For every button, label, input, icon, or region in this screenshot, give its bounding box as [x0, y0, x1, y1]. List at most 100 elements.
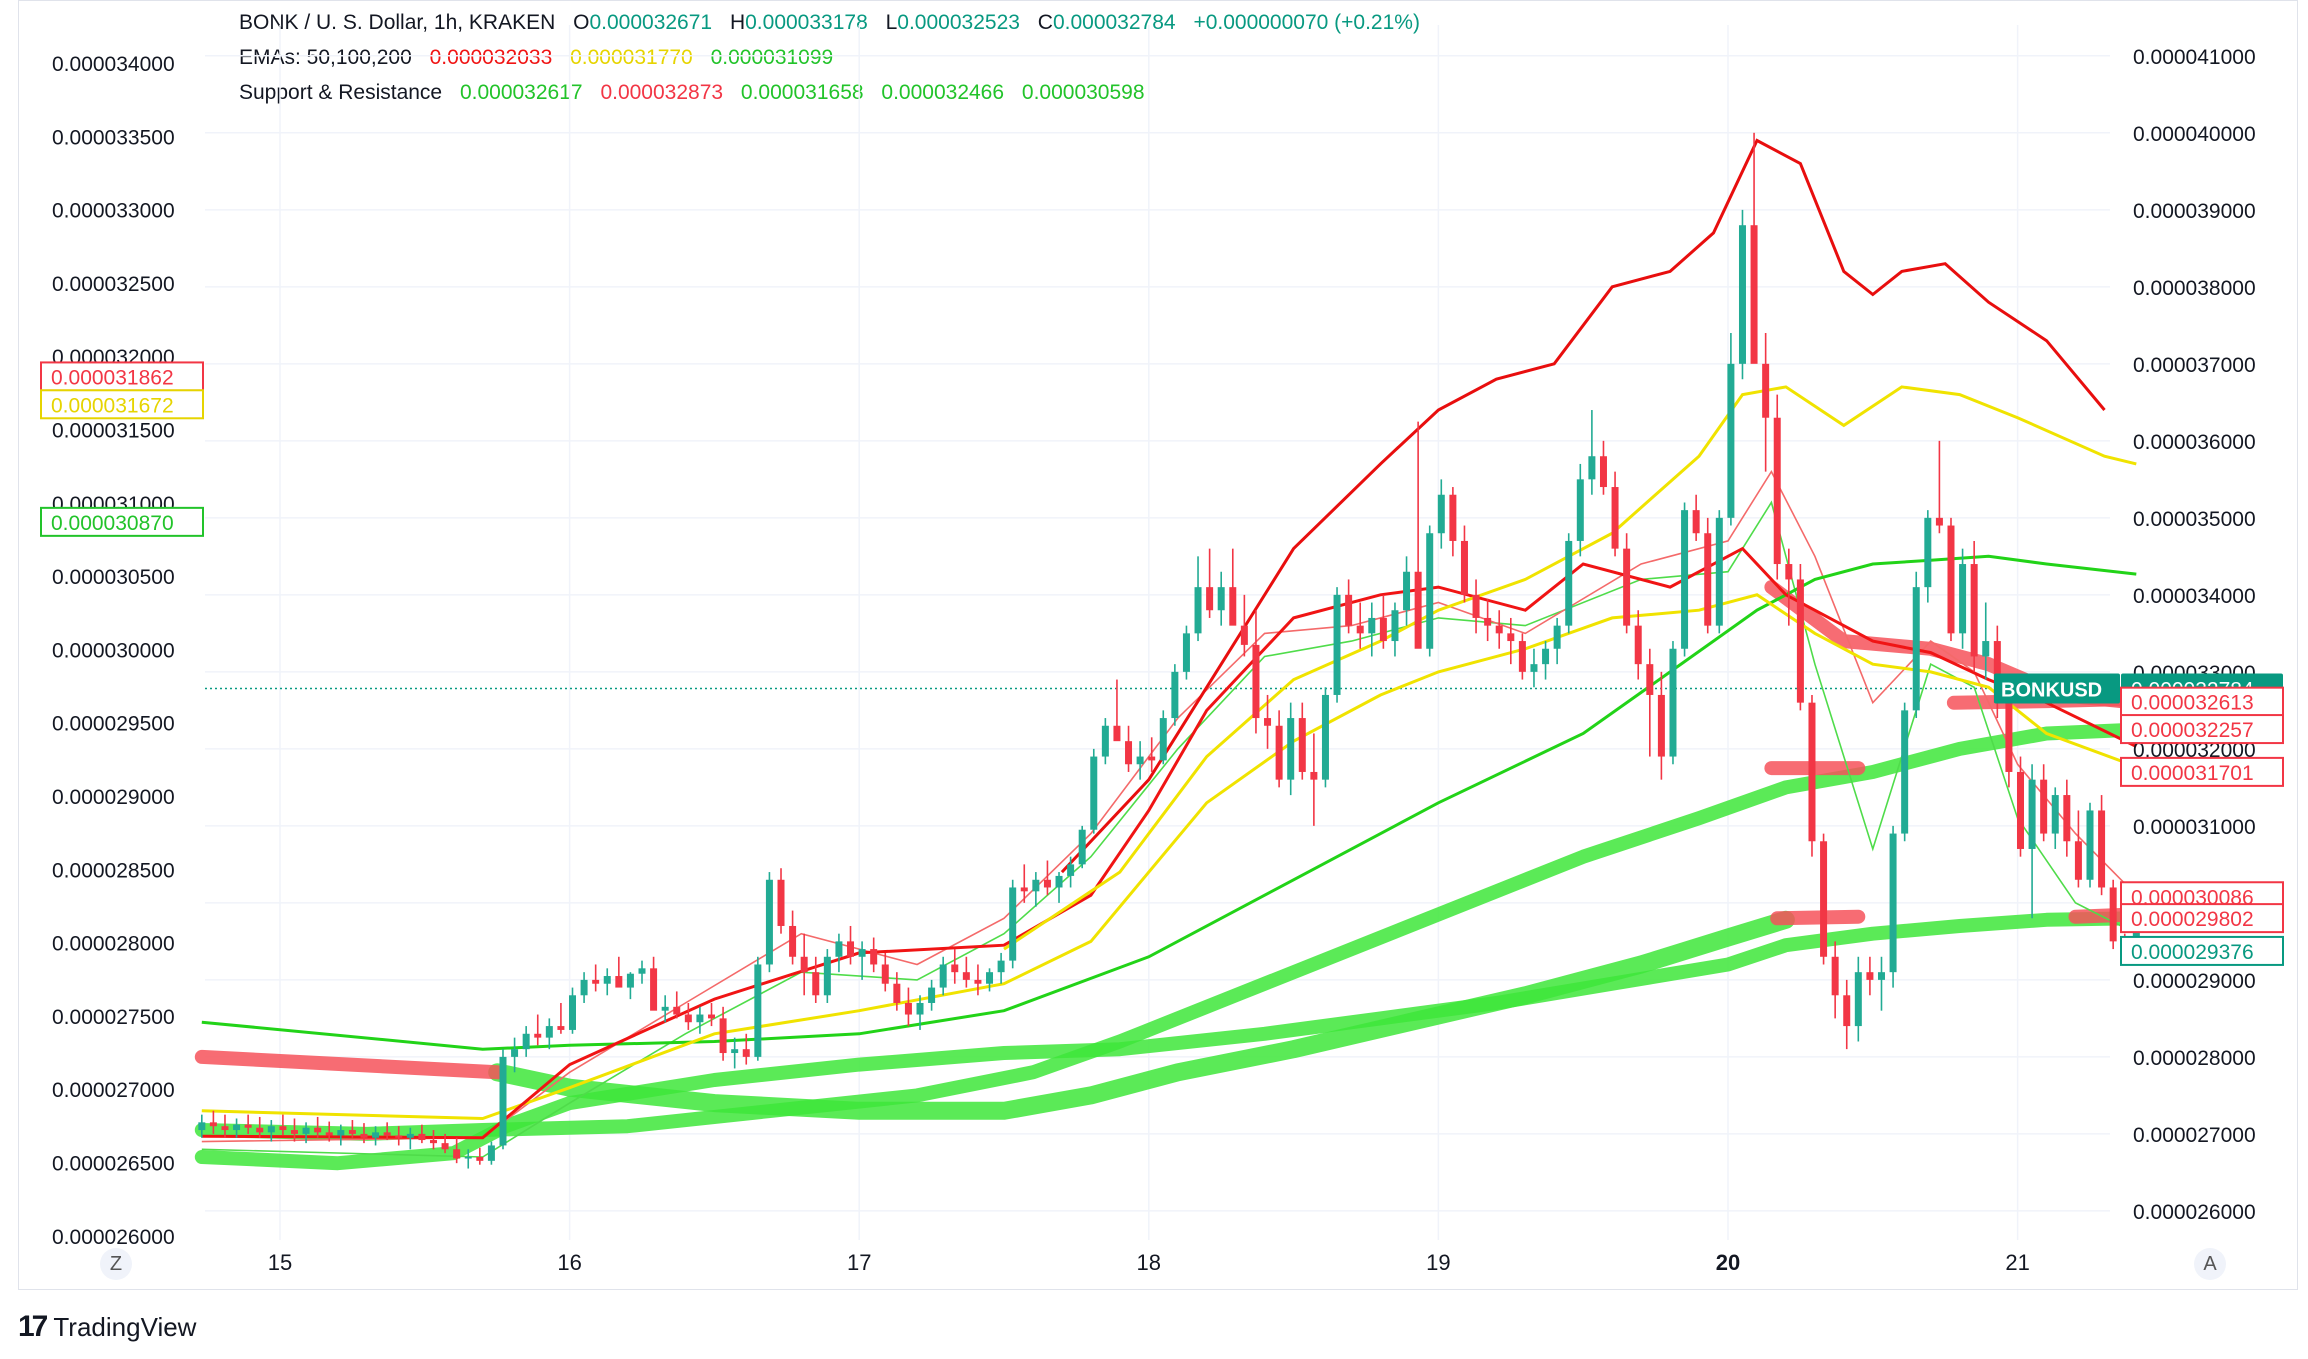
- candle-body: [1495, 625, 1503, 634]
- candle-body: [279, 1126, 287, 1131]
- candle-body: [1762, 363, 1770, 418]
- candle-body: [661, 1006, 669, 1011]
- left-axis-badge-text: 0.000030870: [51, 512, 174, 535]
- candle-body: [2051, 795, 2059, 834]
- legend-close-label: C: [1037, 11, 1053, 34]
- legend-low-label: L: [885, 11, 898, 34]
- left-axis-tick: 0.000029000: [52, 786, 175, 809]
- candle-body: [325, 1132, 333, 1136]
- left-axis-tick: 0.000027000: [52, 1079, 175, 1102]
- left-axis-badge: [40, 506, 204, 537]
- candle-body: [406, 1133, 414, 1138]
- legend-sr-5: 0.000030598: [1021, 81, 1145, 104]
- right-axis-tick: 0.000035000: [2133, 508, 2256, 531]
- time-axis-label: 21: [2005, 1250, 2029, 1275]
- candle-body: [337, 1130, 345, 1136]
- resistance-zone: [194, 1049, 505, 1080]
- legend-sr-label: Support & Resistance: [239, 81, 443, 104]
- legend-ema50: 0.000032033: [429, 46, 553, 69]
- candle-body: [429, 1140, 437, 1144]
- legend-high-label: H: [729, 11, 746, 34]
- candle-body: [1901, 710, 1909, 834]
- time-axis[interactable]: 15 16 17 18 19 20 21: [268, 1250, 2030, 1275]
- left-price-axis[interactable]: 0.000034000 0.000033500 0.000033000 0.00003…: [40, 53, 204, 1249]
- right-axis-badge: [2120, 714, 2284, 745]
- upper-band-line: [1060, 138, 2106, 874]
- candle-body: [464, 1156, 472, 1159]
- candle-body: [1889, 833, 1897, 973]
- candle-body: [696, 1014, 704, 1023]
- support-zone: [488, 910, 1795, 1120]
- right-price-axis[interactable]: 0.000041000 0.000040000 0.000039000 0.00003…: [1994, 46, 2284, 1224]
- candle-body: [592, 979, 600, 984]
- left-axis-tick: 0.000026500: [52, 1153, 175, 1176]
- candle-body: [1032, 879, 1040, 892]
- candle-body: [719, 1018, 727, 1054]
- candle-body: [1333, 594, 1341, 695]
- brand-name: TradingView: [53, 1311, 197, 1342]
- candle-body: [777, 879, 785, 926]
- candles: [198, 132, 2140, 1169]
- candle-body: [951, 964, 959, 973]
- candle-body: [221, 1126, 229, 1131]
- scale-left-button[interactable]: Z: [100, 1248, 132, 1280]
- candle-body: [1159, 718, 1167, 761]
- candle-body: [534, 1033, 542, 1038]
- candle-body: [1379, 617, 1387, 642]
- candle-body: [1426, 533, 1434, 649]
- candle-body: [1437, 494, 1445, 534]
- candle-body: [1217, 587, 1225, 611]
- legend-sr-1: 0.000032617: [459, 81, 583, 104]
- right-axis-badge: [2120, 756, 2284, 787]
- right-axis-badge-text: 0.000031701: [2131, 762, 2254, 785]
- candle-body: [1947, 525, 1955, 634]
- candle-body: [823, 956, 831, 996]
- candle-body: [2098, 810, 2106, 888]
- legend-symbol: BONK / U. S. Dollar, 1h, KRAKEN: [239, 11, 556, 34]
- candle-body: [904, 1002, 912, 1015]
- candle-body: [1935, 517, 1943, 526]
- price-chart[interactable]: 0.000034000 0.000033500 0.000033000 0.00003…: [0, 0, 2308, 1290]
- candle-body: [731, 1049, 739, 1054]
- candle-body: [499, 1056, 507, 1146]
- candle-body: [939, 964, 947, 988]
- candle-body: [2109, 887, 2117, 942]
- candle-body: [1310, 771, 1318, 780]
- candle-body: [1843, 995, 1851, 1027]
- legend-ema-row[interactable]: EMAs: 50,100,200 0.000032033 0.000031770…: [239, 46, 845, 70]
- candle-body: [487, 1145, 495, 1161]
- candle-body: [893, 983, 901, 1003]
- tradingview-footer[interactable]: 17 TradingView: [18, 1310, 196, 1344]
- right-axis-badge-text: 0.000029802: [2131, 908, 2254, 931]
- time-axis-label: 18: [1137, 1250, 1161, 1275]
- auto-scale-button[interactable]: A: [2194, 1248, 2226, 1280]
- candle-body: [1970, 564, 1978, 657]
- candle-body: [395, 1135, 403, 1138]
- candle-body: [1704, 533, 1712, 626]
- candle-body: [684, 1014, 692, 1023]
- candle-body: [1993, 641, 2001, 703]
- candle-body: [847, 941, 855, 957]
- candle-body: [1518, 641, 1526, 672]
- right-axis-badge-text: 0.000032613: [2131, 692, 2254, 715]
- candle-body: [1796, 579, 1804, 703]
- sr-zones: [194, 580, 2144, 1171]
- legend-sr-4: 0.000032466: [881, 81, 1005, 104]
- candle-body: [198, 1122, 206, 1131]
- candle-body: [858, 949, 866, 957]
- candle-body: [314, 1127, 322, 1133]
- left-axis-tick: 0.000031500: [52, 420, 175, 443]
- candle-body: [1738, 225, 1746, 364]
- candle-body: [1785, 564, 1793, 580]
- candle-body: [986, 972, 994, 984]
- candle-body: [580, 979, 588, 996]
- candle-body: [708, 1014, 716, 1019]
- right-axis-tick: 0.000031000: [2133, 816, 2256, 839]
- legend-sr-row[interactable]: Support & Resistance 0.000032617 0.00003…: [239, 81, 1157, 105]
- candle-body: [1681, 510, 1689, 649]
- time-axis-label: 16: [557, 1250, 581, 1275]
- grid: [205, 25, 2110, 1240]
- candle-body: [916, 1002, 924, 1015]
- candle-body: [1101, 725, 1109, 757]
- candle-body: [1820, 841, 1828, 957]
